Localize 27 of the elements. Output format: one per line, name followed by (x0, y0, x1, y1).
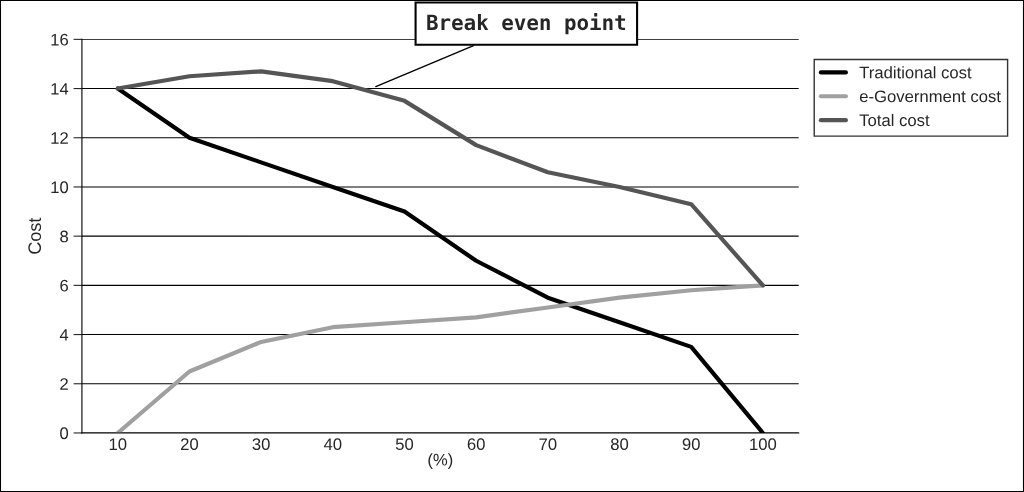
x-tick-label: 80 (610, 438, 629, 451)
line-series (115, 283, 765, 433)
legend-label: e-Government cost (859, 90, 1001, 103)
x-tick-label: 70 (539, 438, 557, 451)
x-tick-label: 60 (467, 438, 485, 451)
x-tick-label: 40 (323, 438, 342, 451)
y-axis-title: Cost (28, 217, 42, 254)
x-tick-label: 10 (109, 438, 127, 451)
x-tick-label: 30 (252, 438, 270, 451)
x-tick-label: 90 (682, 438, 700, 451)
text: Break even point (427, 12, 626, 35)
x-tick-label: 50 (395, 438, 414, 451)
legend-label: Traditional cost (859, 66, 972, 79)
y-tick-label: 6 (60, 279, 68, 292)
x-tick-label: 20 (181, 438, 199, 451)
y-tick-label: 2 (60, 378, 68, 390)
y-tick-label: 0 (60, 427, 69, 440)
y-tick-label: 10 (51, 181, 69, 194)
y-tick-label: 14 (51, 83, 69, 95)
x-axis-title: (%) (428, 453, 453, 469)
y-tick-label: 4 (59, 329, 69, 341)
legend-label: Total cost (859, 113, 930, 127)
y-tick-label: 12 (51, 132, 68, 144)
line-series (115, 69, 765, 288)
x-tick-label: 100 (750, 438, 777, 451)
y-tick-label: 8 (60, 230, 68, 243)
y-tick-label: 16 (51, 33, 68, 46)
